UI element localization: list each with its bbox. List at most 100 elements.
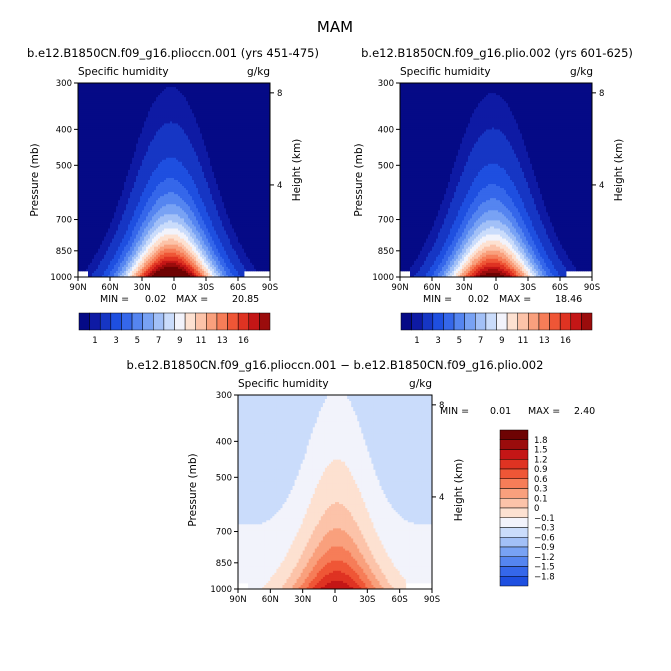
field-cell: [84, 123, 87, 126]
field-cell: [196, 93, 199, 96]
field-cell: [170, 115, 173, 118]
field-cell: [146, 87, 149, 90]
field-cell: [204, 139, 207, 142]
field-cell: [156, 101, 159, 104]
field-cell: [178, 133, 181, 136]
field-cell: [116, 125, 119, 128]
field-cell: [174, 105, 177, 108]
field-cell: [146, 117, 149, 120]
field-cell: [226, 93, 229, 96]
field-cell: [236, 101, 239, 104]
field-cell: [230, 85, 233, 88]
field-cell: [78, 123, 81, 126]
field-cell: [224, 103, 227, 106]
field-cell: [230, 139, 233, 142]
field-cell: [210, 115, 213, 118]
field-cell: [104, 103, 107, 106]
field-cell: [80, 83, 83, 86]
field-cell: [266, 117, 269, 120]
field-cell: [234, 119, 237, 122]
field-cell: [208, 135, 211, 138]
field-cell: [132, 129, 135, 132]
field-cell: [80, 125, 83, 128]
field-cell: [130, 107, 133, 110]
field-cell: [256, 137, 259, 140]
field-cell: [218, 123, 221, 126]
field-cell: [188, 111, 191, 114]
field-cell: [158, 93, 161, 96]
field-cell: [266, 125, 269, 128]
field-cell: [86, 101, 89, 104]
field-cell: [136, 101, 139, 104]
field-cell: [200, 107, 203, 110]
field-cell: [248, 95, 251, 98]
field-cell: [114, 111, 117, 114]
field-cell: [168, 121, 171, 124]
field-cell: [252, 97, 255, 100]
field-cell: [160, 99, 163, 102]
field-cell: [264, 133, 267, 136]
field-cell: [182, 107, 185, 110]
field-cell: [216, 125, 219, 128]
field-cell: [226, 87, 229, 90]
field-cell: [96, 95, 99, 98]
field-cell: [244, 89, 247, 92]
field-cell: [204, 133, 207, 136]
field-cell: [210, 119, 213, 122]
field-cell: [234, 101, 237, 104]
field-cell: [186, 123, 189, 126]
field-cell: [226, 123, 229, 126]
field-cell: [82, 137, 85, 140]
field-cell: [244, 111, 247, 114]
field-cell: [236, 119, 239, 122]
field-cell: [80, 89, 83, 92]
field-cell: [142, 113, 145, 116]
field-cell: [108, 103, 111, 106]
field-cell: [224, 83, 227, 86]
field-cell: [92, 111, 95, 114]
field-cell: [146, 131, 149, 134]
field-cell: [258, 115, 261, 118]
field-cell: [206, 103, 209, 106]
field-cell: [108, 121, 111, 124]
field-cell: [224, 89, 227, 92]
field-cell: [116, 107, 119, 110]
field-cell: [154, 133, 157, 136]
field-cell: [92, 139, 95, 142]
field-cell: [232, 115, 235, 118]
field-cell: [242, 109, 245, 112]
field-cell: [110, 139, 113, 142]
field-cell: [112, 119, 115, 122]
field-cell: [88, 87, 91, 90]
field-cell: [152, 83, 155, 86]
field-cell: [206, 123, 209, 126]
field-cell: [184, 113, 187, 116]
field-cell: [182, 103, 185, 106]
field-cell: [172, 141, 175, 145]
field-cell: [146, 95, 149, 98]
field-cell: [134, 91, 137, 94]
field-cell: [102, 137, 105, 140]
field-cell: [240, 137, 243, 140]
field-cell: [268, 83, 271, 86]
field-cell: [252, 107, 255, 110]
field-cell: [228, 103, 231, 106]
field-cell: [128, 121, 131, 124]
field-cell: [222, 127, 225, 130]
field-cell: [228, 123, 231, 126]
field-cell: [106, 109, 109, 112]
field-cell: [122, 141, 125, 145]
field-cell: [174, 117, 177, 120]
field-cell: [222, 87, 225, 90]
field-cell: [106, 103, 109, 106]
field-cell: [268, 97, 271, 100]
field-cell: [152, 111, 155, 114]
field-cell: [78, 111, 81, 114]
field-cell: [248, 117, 251, 120]
field-cell: [266, 107, 269, 110]
field-cell: [124, 109, 127, 112]
field-cell: [168, 105, 171, 108]
field-cell: [134, 125, 137, 128]
field-cell: [180, 89, 183, 92]
field-cell: [108, 129, 111, 132]
